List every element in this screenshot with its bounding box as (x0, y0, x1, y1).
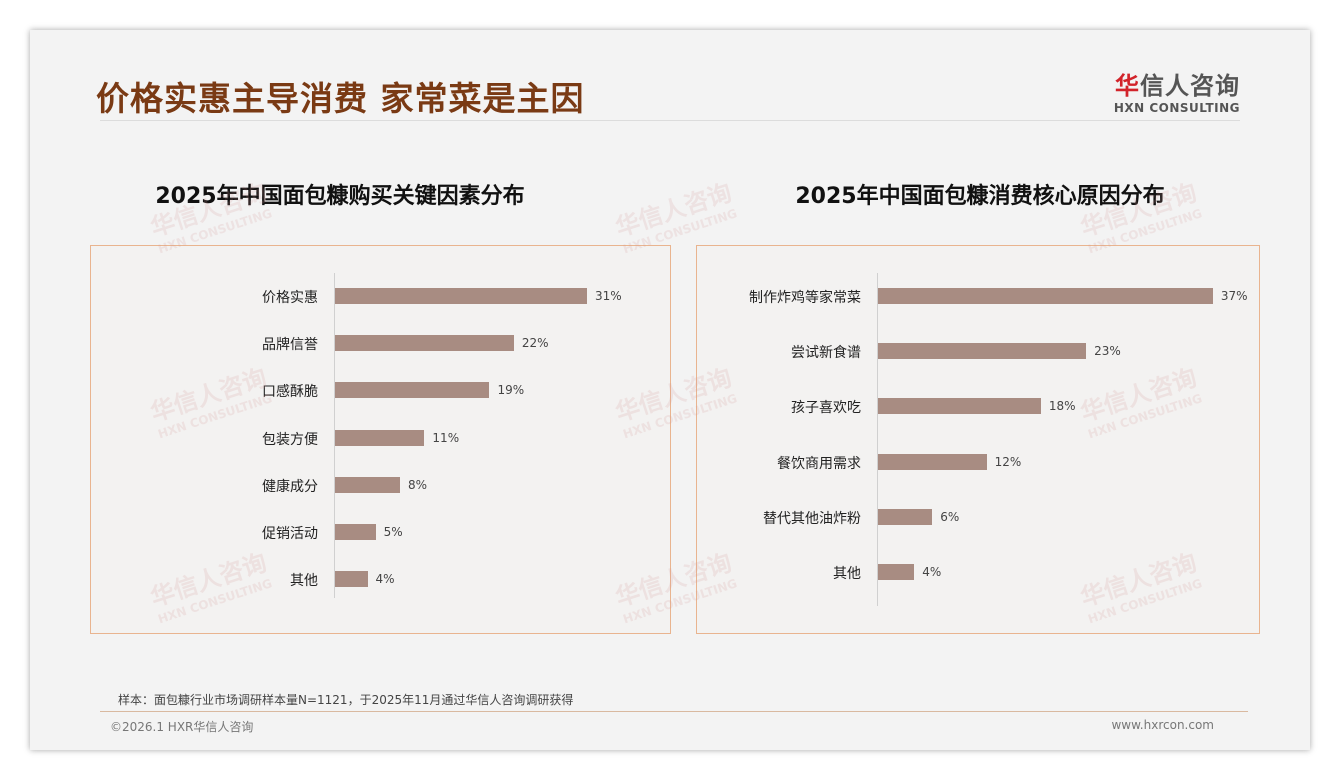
bar (335, 524, 376, 540)
chart-panel-right: 制作炸鸡等家常菜 37% 尝试新食谱 23% 孩子喜欢吃 18% 餐饮商用需求 12% 替代其他… (696, 245, 1260, 634)
data-label: 4% (922, 565, 942, 579)
chart-title-right: 2025年中国面包糠消费核心原因分布 (795, 184, 1165, 209)
data-label: 5% (383, 525, 403, 539)
category-label: 价格实惠 (262, 290, 318, 306)
bar (878, 564, 915, 580)
data-label: 8% (408, 477, 428, 492)
data-label: 4% (375, 572, 395, 587)
y-axis-line (877, 273, 878, 606)
bar (335, 288, 588, 304)
chart-panel-left: 价格实惠 31% 品牌信誉 22% 口感酥脆 19% 包装方便 11% 健康成分 8% 促销活动 5%… (90, 245, 671, 634)
data-label: 19% (497, 383, 525, 398)
category-label: 其他 (833, 566, 861, 582)
data-label: 22% (521, 336, 549, 351)
category-label: 替代其他油炸粉 (763, 510, 861, 527)
chart-title-left: 2025年中国面包糠购买关键因素分布 (155, 184, 525, 209)
bar (878, 453, 987, 470)
y-axis-line (334, 273, 335, 598)
data-label: 18% (1048, 399, 1076, 414)
category-label: 品牌信誉 (262, 337, 318, 354)
divider (100, 120, 1240, 121)
bar (335, 429, 425, 446)
category-label: 包装方便 (262, 431, 318, 448)
bar (878, 288, 1213, 304)
category-label: 制作炸鸡等家常菜 (749, 290, 861, 306)
bar (878, 508, 933, 525)
data-label: 6% (940, 509, 960, 524)
data-label: 37% (1220, 289, 1248, 303)
website-link[interactable]: www.hxrcon.com (1111, 718, 1214, 732)
category-label: 餐饮商用需求 (777, 455, 861, 472)
category-label: 口感酥脆 (262, 384, 318, 401)
bar (878, 343, 1087, 360)
bar (335, 335, 514, 352)
data-label: 31% (595, 289, 622, 303)
bar (878, 398, 1041, 415)
data-label: 12% (994, 454, 1022, 469)
sample-note: 样本：面包糠行业市场调研样本量N=1121，于2025年11月通过华信人咨询调研… (118, 693, 574, 707)
slide: 价格实惠主导消费 家常菜是主因 华信人咨询 HXN CONSULTING 202… (30, 30, 1310, 750)
category-label: 其他 (290, 573, 318, 590)
bar (335, 476, 401, 493)
data-label: 11% (432, 430, 460, 445)
divider (100, 711, 1248, 712)
category-label: 促销活动 (262, 526, 318, 542)
category-label: 尝试新食谱 (791, 345, 861, 362)
bar (335, 382, 490, 399)
brand-logo: 华信人咨询 HXN CONSULTING (1113, 72, 1240, 115)
copyright: ©2026.1 HXR华信人咨询 (110, 720, 254, 734)
data-label: 23% (1094, 344, 1121, 359)
page-title: 价格实惠主导消费 家常菜是主因 (96, 79, 585, 118)
category-label: 健康成分 (262, 478, 318, 495)
category-label: 孩子喜欢吃 (791, 400, 861, 417)
bar (335, 571, 368, 588)
